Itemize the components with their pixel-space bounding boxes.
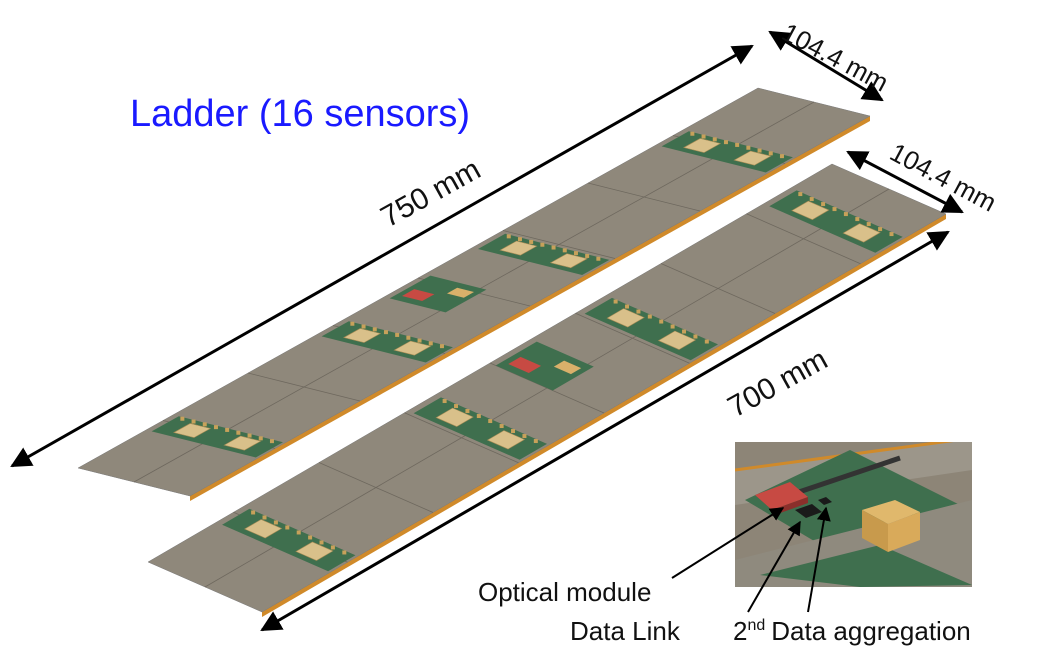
pad <box>855 217 859 221</box>
pad <box>511 429 515 433</box>
diagram: Ladder (16 sensors) 750 mm 104.4 mm 104.… <box>0 0 1060 652</box>
pad <box>395 333 399 337</box>
pad <box>659 320 663 324</box>
pad <box>585 254 589 258</box>
pad <box>308 535 312 539</box>
pad <box>248 434 252 438</box>
pad <box>758 149 762 153</box>
dim-label: 750 mm <box>375 153 486 234</box>
pad <box>821 202 825 206</box>
pad <box>522 434 526 438</box>
pad <box>648 315 652 319</box>
pad <box>682 330 686 334</box>
pad <box>534 439 538 443</box>
pad <box>180 417 184 421</box>
pad <box>270 439 274 443</box>
pad <box>454 404 458 408</box>
pad <box>225 428 229 432</box>
pad <box>596 257 600 261</box>
pad <box>350 322 354 326</box>
pad <box>251 510 255 514</box>
pad <box>440 344 444 348</box>
pad <box>769 151 773 155</box>
pad <box>625 305 629 309</box>
pad <box>833 207 837 211</box>
pad <box>507 234 511 238</box>
pad <box>724 140 728 144</box>
pad <box>406 336 410 340</box>
pad <box>465 409 469 413</box>
pad <box>810 197 814 201</box>
pad <box>552 246 556 250</box>
pad <box>705 340 709 344</box>
pad <box>540 243 544 247</box>
inset <box>735 438 990 587</box>
pad <box>488 419 492 423</box>
pad <box>636 310 640 314</box>
pad <box>236 431 240 435</box>
pad <box>713 137 717 141</box>
callout-label: Data Link <box>570 616 681 646</box>
pad <box>373 327 377 331</box>
dim-label: 104.4 mm <box>777 17 893 98</box>
pad <box>429 341 433 345</box>
pad <box>259 436 263 440</box>
pad <box>418 339 422 343</box>
pad <box>702 135 706 139</box>
pad <box>203 422 207 426</box>
pad <box>192 420 196 424</box>
pad <box>297 530 301 534</box>
pad <box>693 335 697 339</box>
callout-prefix: 2 <box>733 616 747 646</box>
pad <box>285 525 289 529</box>
callout-label-text: Data aggregation <box>771 616 970 646</box>
pad <box>384 330 388 334</box>
pad <box>798 192 802 196</box>
callout-superscript: nd <box>747 617 765 634</box>
pad <box>518 237 522 241</box>
pad <box>735 143 739 147</box>
pad <box>263 515 267 519</box>
pad <box>563 248 567 252</box>
pad <box>671 325 675 329</box>
pad <box>214 425 218 429</box>
callout-label: 2nd Data aggregation <box>733 616 971 646</box>
callout-label: Optical module <box>478 577 651 607</box>
pad <box>867 222 871 226</box>
pad <box>477 414 481 418</box>
title: Ladder (16 sensors) <box>130 93 470 135</box>
pad <box>844 212 848 216</box>
pad <box>320 540 324 544</box>
pad <box>780 154 784 158</box>
pad <box>274 520 278 524</box>
pad <box>614 300 618 304</box>
pad <box>746 146 750 150</box>
pad <box>878 227 882 231</box>
pad <box>443 399 447 403</box>
pad <box>331 545 335 549</box>
pad <box>890 232 894 236</box>
pad <box>529 240 533 244</box>
pad <box>342 550 346 554</box>
pad <box>574 251 578 255</box>
pad <box>500 424 504 428</box>
pad <box>690 132 694 136</box>
pad <box>362 325 366 329</box>
